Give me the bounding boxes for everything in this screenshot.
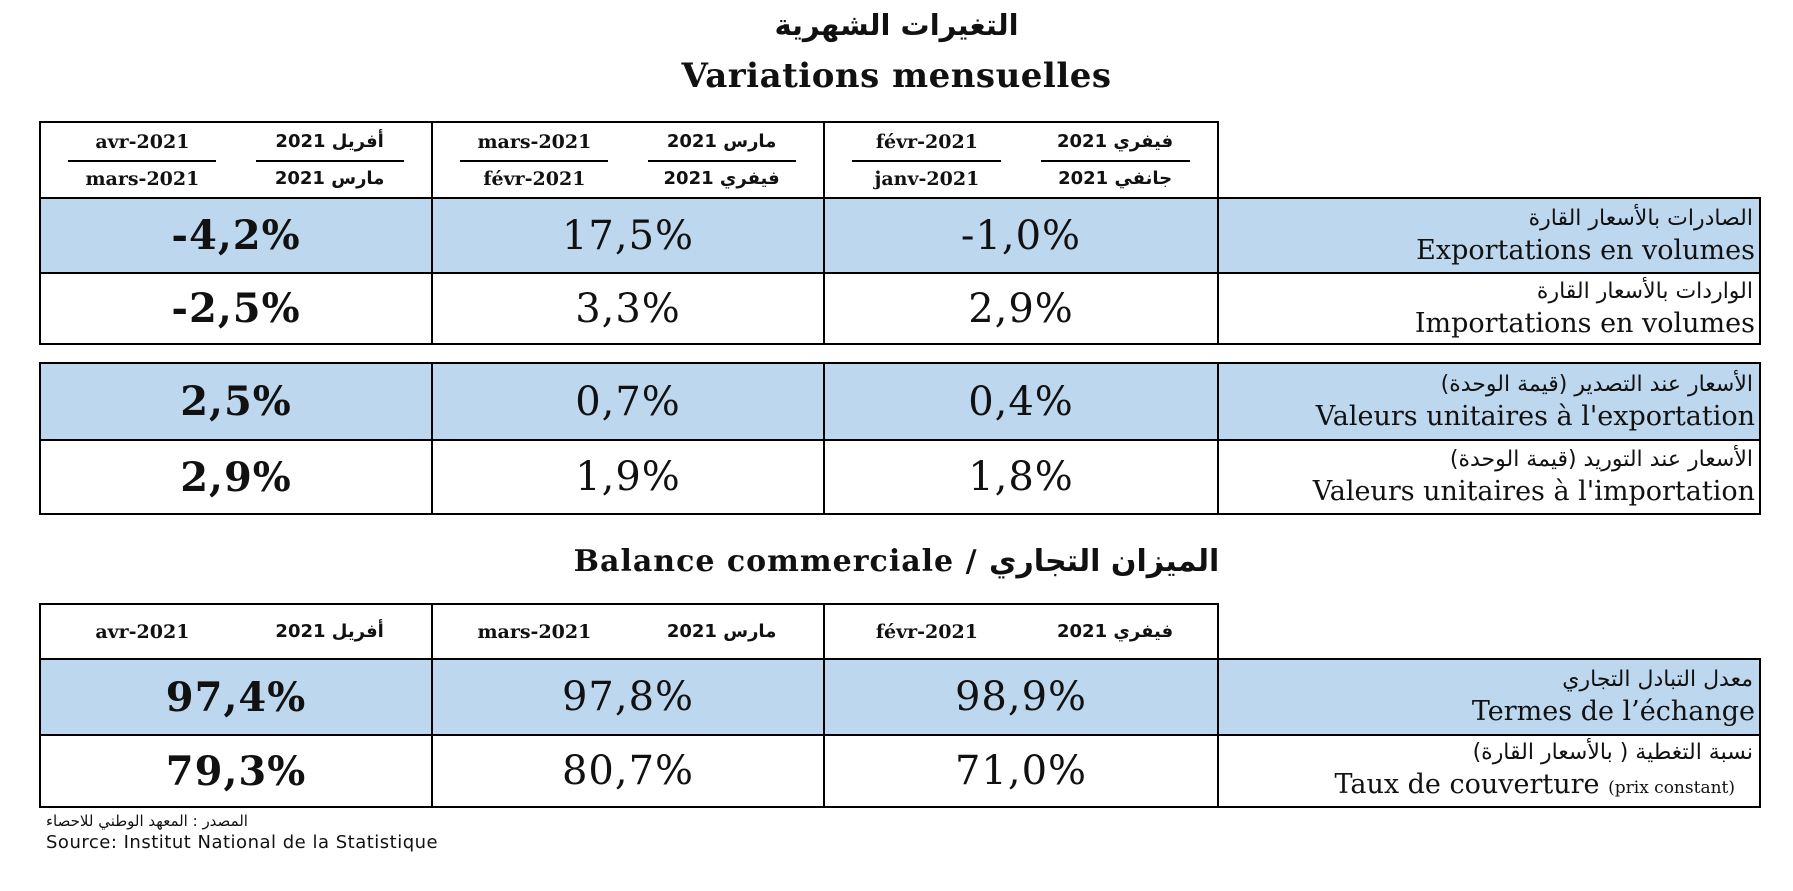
fraction-line — [255, 160, 404, 162]
row-label: نسبة التغطية ( بالأسعار القارة) Taux de … — [1217, 734, 1761, 808]
fraction-line — [460, 160, 609, 162]
row-label: معدل التبادل التجاري Termes de l’échange — [1217, 658, 1761, 736]
value-cell: 97,8% — [431, 658, 825, 736]
value-cell: 80,7% — [431, 734, 825, 808]
fraction-line — [68, 160, 217, 162]
value-cell: 2,5% — [39, 362, 433, 441]
header-cell: févr-2021 فيفري 2021 — [823, 603, 1219, 660]
value-cell: 98,9% — [823, 658, 1219, 736]
header-cell: avr-2021 أفريل 2021 mars-2021 مارس 2021 — [39, 121, 433, 199]
value-cell: 17,5% — [431, 197, 825, 274]
header-ar-top: فيفري 2021 — [1057, 131, 1174, 152]
value-cell: 0,7% — [431, 362, 825, 441]
header-ar-top: مارس 2021 — [666, 131, 777, 152]
value-cell: 2,9% — [823, 272, 1219, 345]
row-label-french: Importations en volumes — [1414, 307, 1755, 339]
table-row: -4,2% 17,5% -1,0% الصادرات بالأسعار القا… — [39, 197, 1761, 274]
section-title-arabic: الميزان التجاري — [988, 544, 1220, 579]
value-cell: 3,3% — [431, 272, 825, 345]
value-cell: -4,2% — [39, 197, 433, 274]
source-french: Source: Institut National de la Statisti… — [46, 832, 439, 853]
row-label-french-text: Termes de l’échange — [1471, 696, 1755, 727]
trade-balance-table: avr-2021 أفريل 2021 mars-2021 مارس 2021 … — [39, 603, 1761, 808]
header-ar-bottom: فيفري 2021 — [663, 168, 780, 189]
row-label-arabic: الواردات بالأسعار القارة — [1536, 278, 1753, 304]
monthly-variations-volumes-table: avr-2021 أفريل 2021 mars-2021 مارس 2021 … — [39, 121, 1761, 345]
header-ar-bottom: جانفي 2021 — [1058, 168, 1173, 189]
header-row: avr-2021 أفريل 2021 mars-2021 مارس 2021 … — [39, 603, 1760, 660]
fraction-line — [852, 160, 1002, 162]
row-label: الأسعار عند التصدير (قيمة الوحدة) Valeur… — [1217, 362, 1761, 441]
source-arabic: المصدر : المعهد الوطني للاحصاء — [46, 812, 248, 830]
fraction-line — [647, 160, 796, 162]
table-row: 2,9% 1,9% 1,8% الأسعار عند التوريد (قيمة… — [39, 439, 1761, 515]
header-row: avr-2021 أفريل 2021 mars-2021 مارس 2021 … — [39, 121, 1760, 199]
header-ar: أفريل 2021 — [275, 621, 384, 642]
header-fr-bottom: mars-2021 — [85, 168, 200, 190]
row-label-french-note: (prix constant) — [1608, 777, 1735, 798]
table-row: 79,3% 80,7% 71,0% نسبة التغطية ( بالأسعا… — [39, 734, 1761, 808]
header-fr-bottom: févr-2021 — [483, 168, 586, 190]
header-cell: mars-2021 مارس 2021 févr-2021 فيفري 2021 — [431, 121, 825, 199]
value-cell: -1,0% — [823, 197, 1219, 274]
fraction-line — [1040, 160, 1190, 162]
header-ar: مارس 2021 — [666, 621, 777, 642]
header-cell: avr-2021 أفريل 2021 — [39, 603, 433, 660]
row-label-arabic: الأسعار عند التصدير (قيمة الوحدة) — [1440, 371, 1753, 397]
header-fr: mars-2021 — [477, 621, 592, 643]
value-cell: 71,0% — [823, 734, 1219, 808]
header-fr: févr-2021 — [875, 621, 978, 643]
row-label-arabic: الأسعار عند التوريد (قيمة الوحدة) — [1449, 447, 1753, 472]
page-title-arabic: التغيرات الشهرية — [774, 8, 1019, 42]
row-label-arabic: معدل التبادل التجاري — [1562, 667, 1753, 692]
table-row: 97,4% 97,8% 98,9% معدل التبادل التجاري T… — [39, 658, 1761, 736]
value-cell: -2,5% — [39, 272, 433, 345]
header-cell: mars-2021 مارس 2021 — [431, 603, 825, 660]
value-cell: 79,3% — [39, 734, 433, 808]
header-fr: avr-2021 — [95, 621, 190, 643]
page-title-french: Variations mensuelles — [681, 56, 1112, 96]
header-ar-bottom: مارس 2021 — [274, 168, 385, 189]
row-label-french: Valeurs unitaires à l'exportation — [1315, 400, 1755, 432]
unit-values-table: 2,5% 0,7% 0,4% الأسعار عند التصدير (قيمة… — [39, 362, 1761, 515]
header-fr-bottom: janv-2021 — [874, 168, 980, 190]
row-label: الصادرات بالأسعار القارة Exportations en… — [1217, 197, 1761, 274]
empty-header-cell — [1218, 122, 1760, 199]
value-cell: 0,4% — [823, 362, 1219, 441]
header-fr-top: avr-2021 — [95, 131, 190, 153]
row-label-french: Taux de couverture (prix constant) — [1219, 768, 1755, 805]
header-cell: févr-2021 فيفري 2021 janv-2021 جانفي 202… — [823, 121, 1219, 199]
header-ar-top: أفريل 2021 — [275, 131, 384, 152]
row-label: الواردات بالأسعار القارة Importations en… — [1217, 272, 1761, 345]
row-label-french: Termes de l’échange — [1219, 695, 1755, 729]
header-ar: فيفري 2021 — [1057, 621, 1174, 642]
row-label-french: Valeurs unitaires à l'importation — [1312, 476, 1755, 507]
empty-header-cell — [1218, 604, 1760, 660]
row-label-french: Exportations en volumes — [1416, 234, 1755, 266]
table-row: 2,5% 0,7% 0,4% الأسعار عند التصدير (قيمة… — [39, 362, 1761, 441]
value-cell: 1,8% — [823, 439, 1219, 515]
row-label: الأسعار عند التوريد (قيمة الوحدة) Valeur… — [1217, 439, 1761, 515]
header-fr-top: mars-2021 — [477, 131, 592, 153]
header-fr-top: févr-2021 — [875, 131, 978, 153]
table-row: -2,5% 3,3% 2,9% الواردات بالأسعار القارة… — [39, 272, 1761, 345]
row-label-french-text: Taux de couverture — [1334, 768, 1609, 800]
value-cell: 2,9% — [39, 439, 433, 515]
value-cell: 97,4% — [39, 658, 433, 736]
section-title-french: Balance commerciale / — [573, 544, 989, 579]
row-label-arabic: الصادرات بالأسعار القارة — [1528, 205, 1753, 231]
section-title-balance: Balance commerciale / الميزان التجاري — [0, 544, 1793, 579]
value-cell: 1,9% — [431, 439, 825, 515]
row-label-arabic: نسبة التغطية ( بالأسعار القارة) — [1472, 739, 1753, 765]
